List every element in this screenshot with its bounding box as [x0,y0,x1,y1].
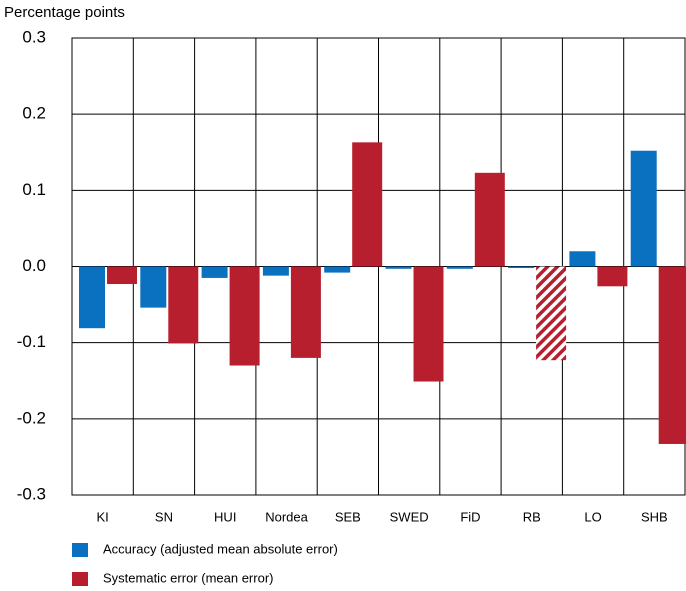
bar [324,266,351,273]
bar [168,266,199,344]
bar [229,266,260,366]
x-tick-label: RB [523,509,541,524]
bar [352,142,383,267]
x-tick-label: SEB [335,509,361,524]
bar [569,251,596,267]
x-tick-label: KI [97,509,109,524]
bar [474,172,505,267]
bar [140,266,167,308]
x-tick-label: HUI [214,509,236,524]
x-tick-label: SWED [390,509,429,524]
y-tick-label: 0.0 [22,256,46,275]
x-tick-label: SN [155,509,173,524]
y-tick-label: 0.2 [22,104,46,123]
y-tick-label: 0.1 [22,180,46,199]
x-tick-label: FiD [460,509,480,524]
bar [508,266,535,269]
bar [79,266,105,329]
bar [536,266,567,361]
bar [262,266,289,276]
y-tick-label: -0.2 [17,408,46,427]
bar [413,266,444,382]
legend-label: Accuracy (adjusted mean absolute error) [103,541,338,556]
bar [597,266,628,287]
y-tick-label: -0.3 [17,484,46,503]
bar [630,150,657,267]
bar [107,266,137,285]
legend-swatch [72,543,88,557]
legend-label: Systematic error (mean error) [103,570,273,585]
x-tick-label: Nordea [265,509,308,524]
x-tick-label: LO [584,509,601,524]
bar [385,266,412,269]
bar [658,266,686,444]
x-tick-label: SHB [641,509,668,524]
y-tick-label: -0.1 [17,332,46,351]
bar [446,266,473,269]
bar [201,266,228,278]
legend-swatch [72,572,88,586]
y-axis-label: Percentage points [4,4,125,21]
y-tick-label: 0.3 [22,27,46,46]
bar [290,266,321,358]
